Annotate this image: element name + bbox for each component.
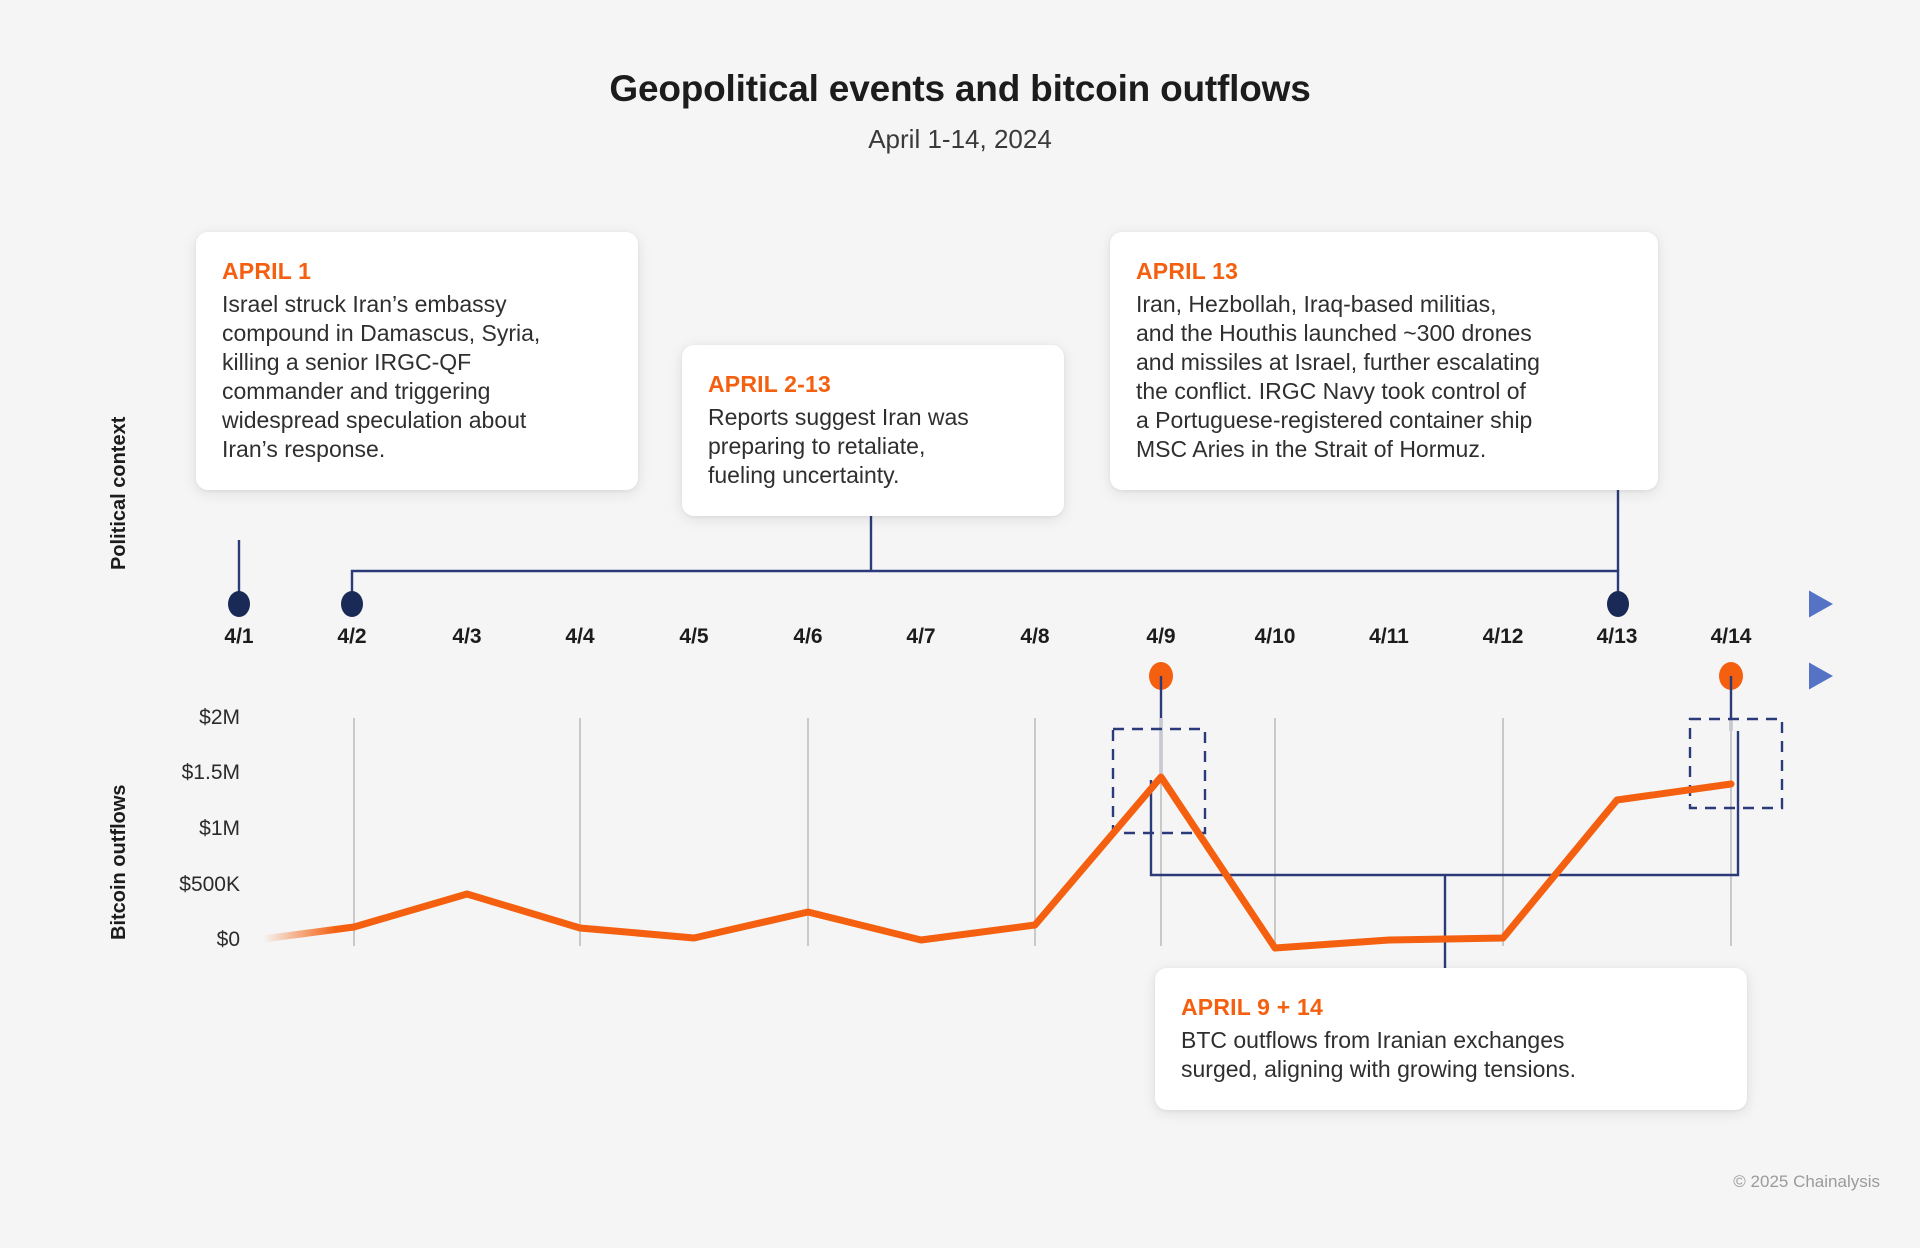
card-eyebrow: APRIL 13 bbox=[1136, 258, 1239, 284]
highlight-box-4-9 bbox=[1111, 727, 1207, 835]
date-label-4-12: 4/12 bbox=[1482, 625, 1524, 648]
card-eyebrow: APRIL 2-13 bbox=[708, 371, 832, 397]
card-body: BTC outflows from Iranian exchanges surg… bbox=[1181, 1027, 1577, 1082]
bitcoin-outflow-line bbox=[259, 773, 1735, 952]
date-label-4-2: 4/2 bbox=[337, 625, 367, 648]
date-label-4-1: 4/1 bbox=[224, 625, 254, 648]
ytick-label-3: $1.5M bbox=[181, 761, 240, 784]
ytick-label-1: $500K bbox=[179, 873, 240, 896]
ytick-label-4: $2M bbox=[199, 706, 240, 729]
annotation-card-april-2-13[interactable]: APRIL 2-13 Reports suggest Iran was prep… bbox=[682, 345, 1064, 516]
date-label-4-11: 4/11 bbox=[1369, 625, 1409, 648]
date-label-4-6: 4/6 bbox=[793, 625, 823, 648]
date-label-4-5: 4/5 bbox=[679, 625, 709, 648]
date-label-4-7: 4/7 bbox=[906, 625, 936, 648]
timeline-dot-4-1 bbox=[228, 591, 250, 617]
plot-gridlines bbox=[353, 718, 1732, 946]
date-label-4-10: 4/10 bbox=[1254, 625, 1296, 648]
annotation-card-april-1[interactable]: APRIL 1 Israel struck Iran’s embassy com… bbox=[196, 232, 638, 490]
page-subtitle: April 1-14, 2024 bbox=[868, 124, 1052, 154]
page-title: Geopolitical events and bitcoin outflows bbox=[609, 68, 1311, 109]
card-eyebrow: APRIL 9 + 14 bbox=[1181, 994, 1323, 1020]
card-body: Iran, Hezbollah, Iraq-based militias, an… bbox=[1136, 291, 1540, 462]
outflow-callout-bracket bbox=[1149, 731, 1740, 968]
date-label-4-3: 4/3 bbox=[452, 625, 482, 648]
highlight-boxes bbox=[1111, 717, 1784, 835]
date-label-4-13: 4/13 bbox=[1596, 625, 1638, 648]
date-label-4-14: 4/14 bbox=[1710, 625, 1752, 648]
ytick-label-0: $0 bbox=[216, 928, 240, 951]
ytick-label-2: $1M bbox=[199, 817, 240, 840]
date-label-4-4: 4/4 bbox=[565, 625, 595, 648]
date-label-4-8: 4/8 bbox=[1020, 625, 1050, 648]
copyright-footer: © 2025 Chainalysis bbox=[1733, 1172, 1880, 1191]
card-eyebrow: APRIL 1 bbox=[222, 258, 312, 284]
annotation-card-april-9-14[interactable]: APRIL 9 + 14 BTC outflows from Iranian e… bbox=[1155, 968, 1747, 1110]
orange-marker-droplines bbox=[1159, 676, 1733, 780]
card-body: Reports suggest Iran was preparing to re… bbox=[708, 404, 969, 488]
date-label-4-9: 4/9 bbox=[1146, 625, 1176, 648]
political-timeline-markers[interactable] bbox=[228, 591, 1629, 617]
timeline-dot-4-2 bbox=[341, 591, 363, 617]
card-body: Israel struck Iran’s embassy compound in… bbox=[222, 291, 541, 462]
highlight-box-4-14 bbox=[1688, 717, 1784, 810]
annotation-card-april-13[interactable]: APRIL 13 Iran, Hezbollah, Iraq-based mil… bbox=[1110, 232, 1658, 490]
timeline-dot-4-13 bbox=[1607, 591, 1629, 617]
